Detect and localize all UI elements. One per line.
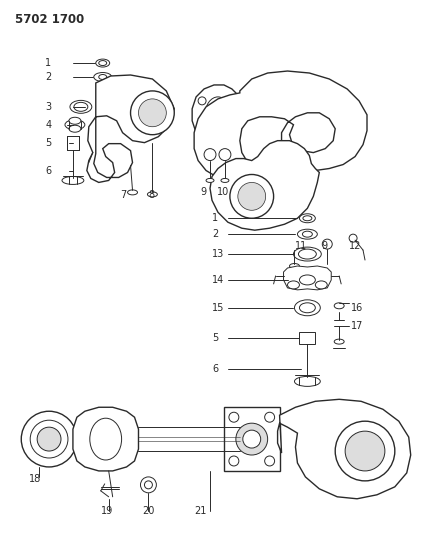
Ellipse shape	[221, 179, 229, 182]
Text: 5: 5	[45, 138, 51, 148]
Ellipse shape	[65, 120, 85, 130]
Text: 3: 3	[45, 102, 51, 112]
Circle shape	[139, 99, 166, 127]
Circle shape	[243, 430, 261, 448]
Ellipse shape	[99, 61, 107, 66]
Text: 6: 6	[45, 166, 51, 175]
Ellipse shape	[69, 117, 81, 124]
Circle shape	[230, 97, 238, 105]
Ellipse shape	[303, 216, 312, 221]
Text: 4: 4	[45, 120, 51, 130]
Text: 5702 1700: 5702 1700	[15, 13, 85, 26]
Circle shape	[230, 174, 273, 218]
Ellipse shape	[74, 102, 88, 111]
Circle shape	[30, 420, 68, 458]
Ellipse shape	[147, 192, 158, 197]
Ellipse shape	[70, 100, 92, 114]
Circle shape	[219, 149, 231, 160]
Ellipse shape	[206, 179, 214, 182]
Ellipse shape	[128, 190, 137, 195]
Ellipse shape	[99, 75, 107, 79]
Ellipse shape	[288, 281, 300, 289]
Ellipse shape	[205, 97, 231, 133]
Text: 17: 17	[351, 321, 363, 330]
Circle shape	[230, 125, 238, 133]
Text: 7: 7	[121, 190, 127, 200]
Ellipse shape	[90, 418, 122, 460]
Text: 1: 1	[45, 58, 51, 68]
Circle shape	[335, 421, 395, 481]
Polygon shape	[192, 85, 244, 144]
Circle shape	[238, 182, 266, 211]
Text: 21: 21	[194, 506, 206, 516]
Text: 15: 15	[212, 303, 224, 313]
Ellipse shape	[334, 303, 344, 309]
Text: 8: 8	[149, 190, 155, 200]
Text: 20: 20	[143, 506, 155, 516]
Circle shape	[345, 431, 385, 471]
Ellipse shape	[289, 263, 300, 269]
Polygon shape	[283, 266, 331, 290]
Polygon shape	[210, 141, 319, 230]
Polygon shape	[87, 75, 174, 182]
Text: 16: 16	[351, 303, 363, 313]
Circle shape	[21, 411, 77, 467]
Circle shape	[198, 97, 206, 105]
Bar	[300, 332, 315, 344]
Text: 9: 9	[200, 188, 206, 197]
Polygon shape	[73, 407, 139, 471]
Ellipse shape	[303, 231, 312, 237]
Circle shape	[140, 477, 156, 493]
Bar	[67, 136, 79, 150]
Ellipse shape	[315, 281, 327, 289]
Text: 2: 2	[212, 229, 218, 239]
Circle shape	[265, 412, 275, 422]
Text: 13: 13	[212, 249, 224, 259]
Ellipse shape	[69, 125, 81, 132]
Circle shape	[204, 149, 216, 160]
Circle shape	[229, 412, 239, 422]
Ellipse shape	[96, 59, 110, 67]
Ellipse shape	[297, 229, 317, 239]
Ellipse shape	[94, 72, 112, 82]
Circle shape	[265, 456, 275, 466]
Circle shape	[198, 125, 206, 133]
Ellipse shape	[294, 247, 321, 261]
Text: 19: 19	[101, 506, 113, 516]
Ellipse shape	[298, 249, 316, 259]
Ellipse shape	[294, 376, 320, 386]
Circle shape	[37, 427, 61, 451]
Text: 11: 11	[294, 241, 307, 251]
Text: 18: 18	[29, 474, 42, 484]
Polygon shape	[278, 399, 411, 499]
Ellipse shape	[300, 214, 315, 223]
Circle shape	[145, 481, 152, 489]
Text: 12: 12	[349, 241, 362, 251]
Circle shape	[229, 456, 239, 466]
Text: 1: 1	[212, 213, 218, 223]
Polygon shape	[224, 407, 279, 471]
Text: 6: 6	[212, 365, 218, 375]
Polygon shape	[194, 71, 367, 179]
Circle shape	[236, 423, 268, 455]
Text: 2: 2	[45, 72, 51, 82]
Ellipse shape	[334, 339, 344, 344]
Text: 10: 10	[217, 188, 229, 197]
Ellipse shape	[300, 275, 315, 285]
Circle shape	[131, 91, 174, 135]
Circle shape	[349, 234, 357, 242]
Text: 14: 14	[212, 275, 224, 285]
Circle shape	[322, 239, 332, 249]
Ellipse shape	[294, 300, 320, 316]
Ellipse shape	[300, 303, 315, 313]
Text: 5: 5	[212, 333, 218, 343]
Ellipse shape	[62, 176, 84, 184]
Text: 9: 9	[321, 241, 327, 251]
